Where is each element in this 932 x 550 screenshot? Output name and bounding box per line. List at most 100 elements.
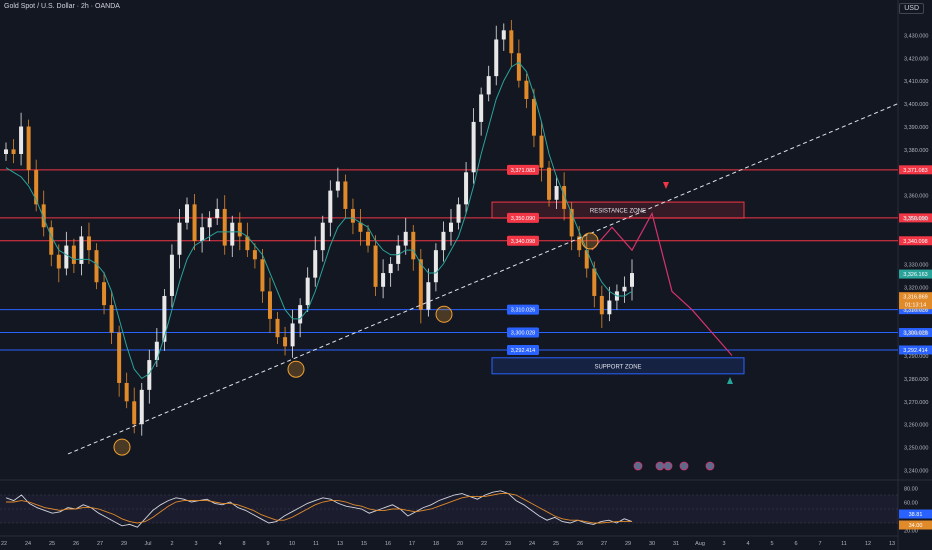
time-tick-label: 16: [385, 541, 391, 547]
candle-body: [433, 250, 438, 283]
time-tick-label: 26: [73, 541, 79, 547]
price-tick-label: 3,400.000: [904, 102, 928, 108]
candle-body: [358, 222, 363, 232]
level-tag-label: 3,292.414: [511, 348, 535, 354]
candle-body: [283, 337, 288, 347]
price-tick-label: 3,350.000: [904, 217, 928, 223]
currency-badge[interactable]: USD: [899, 3, 924, 14]
candle-body: [411, 231, 416, 260]
candle-body: [94, 250, 99, 283]
price-tick-label: 3,260.000: [904, 423, 928, 429]
candle-body: [215, 208, 220, 219]
price-tick-label: 3,360.000: [904, 194, 928, 200]
candle-body: [222, 208, 227, 246]
time-tick-label: 24: [529, 541, 535, 547]
candle-body: [471, 121, 476, 173]
candle-body: [501, 30, 506, 40]
price-tick-label: 3,240.000: [904, 469, 928, 475]
axis-price-tag: [899, 236, 932, 246]
time-tick-label: 3: [194, 541, 197, 547]
candle-body: [245, 236, 250, 251]
axis-price-tag: [899, 165, 932, 175]
trendline: [67, 103, 899, 455]
time-axis: 22 24 25 26 27 29 Jul 2 3 4 8 9 10 11 13 15 16 17 18 20 22 23…: [0, 535, 898, 547]
level-tag-label: 3,340.098: [511, 239, 535, 245]
price-tick-label: 3,290.000: [904, 354, 928, 360]
candle-body: [562, 186, 567, 209]
current-price-tag: [899, 269, 932, 279]
current-price-tag-label: 01:13:14: [905, 303, 926, 309]
candle-body: [275, 318, 280, 338]
level-tag: [507, 212, 539, 223]
price-tick-label: 3,310.000: [904, 308, 928, 314]
candle-body: [252, 250, 257, 260]
price-tick-label: 3,330.000: [904, 262, 928, 268]
candle-body: [577, 236, 582, 251]
price-tick-label: 3,390.000: [904, 125, 928, 131]
time-tick-label: 22: [1, 541, 7, 547]
level-tag: [507, 164, 539, 175]
time-tick-label: 29: [625, 541, 631, 547]
time-tick-label: 13: [337, 541, 343, 547]
time-tick-label: 8: [242, 541, 245, 547]
candle-body: [41, 204, 46, 228]
axis-price-tag: [899, 328, 932, 338]
level-tag-label: 3,300.028: [511, 331, 535, 337]
level-tag: [507, 235, 539, 246]
candle-body: [102, 282, 107, 306]
candle-body: [516, 53, 521, 81]
price-tick-label: 3,420.000: [904, 56, 928, 62]
candle-body: [426, 282, 431, 310]
candle-body: [192, 204, 197, 241]
current-price-tag: [899, 292, 932, 302]
projection-path: [591, 182, 733, 384]
level-tag: [507, 344, 539, 355]
candle-body: [11, 149, 16, 154]
rsi-ma-line: [6, 493, 632, 524]
candle-body: [494, 39, 499, 77]
moving-average: [5, 61, 633, 380]
price-tick-label: 3,430.000: [904, 33, 928, 39]
price-tick-label: 3,270.000: [904, 400, 928, 406]
trend-line: [67, 103, 899, 455]
zones: RESISTANCE ZONE SUPPORT ZONE: [491, 201, 745, 375]
price-tick-label: 3,410.000: [904, 79, 928, 85]
chart-title: Gold Spot / U.S. Dollar · 2h · OANDA: [4, 3, 120, 10]
candle-body: [373, 245, 378, 287]
price-tick-label: 3,300.000: [904, 331, 928, 337]
rsi-tick-label: 80.00: [904, 487, 918, 493]
candle-body: [19, 126, 24, 154]
candle-body: [403, 231, 408, 246]
current-price-tag-label: 3,316.869: [903, 295, 927, 301]
current-price-tag: [899, 300, 932, 310]
candle-body: [305, 277, 310, 306]
candle-body: [177, 222, 182, 255]
candle-body: [448, 222, 453, 232]
price-tick-label: 3,280.000: [904, 377, 928, 383]
time-tick-label: 25: [553, 541, 559, 547]
price-levels: 3,371.083 3,371.083 3,350.090 3,350.090 3,34…: [0, 164, 932, 355]
axis-price-tag-label: 3,350.090: [903, 216, 927, 222]
time-tick-label: 7: [818, 541, 821, 547]
time-tick-label: 2: [170, 541, 173, 547]
axis-price-tag-label: 3,340.098: [903, 239, 927, 245]
level-tag-label: 3,371.083: [511, 168, 535, 174]
rsi-tick-label: 20.00: [904, 529, 918, 535]
time-tick-label: 29: [121, 541, 127, 547]
axis-price-tag: [899, 213, 932, 223]
rsi-line: [5, 490, 633, 528]
time-tick-label: 20: [457, 541, 463, 547]
candle-body: [34, 170, 39, 205]
candle-body: [584, 250, 589, 269]
candle-body: [554, 186, 559, 200]
candle-body: [71, 245, 76, 264]
time-tick-label: 4: [746, 541, 749, 547]
candle-body: [86, 236, 91, 251]
candle-body: [479, 94, 484, 122]
candle-body: [147, 360, 152, 390]
event-flag-icon: [633, 461, 643, 471]
time-tick-label: 22: [481, 541, 487, 547]
